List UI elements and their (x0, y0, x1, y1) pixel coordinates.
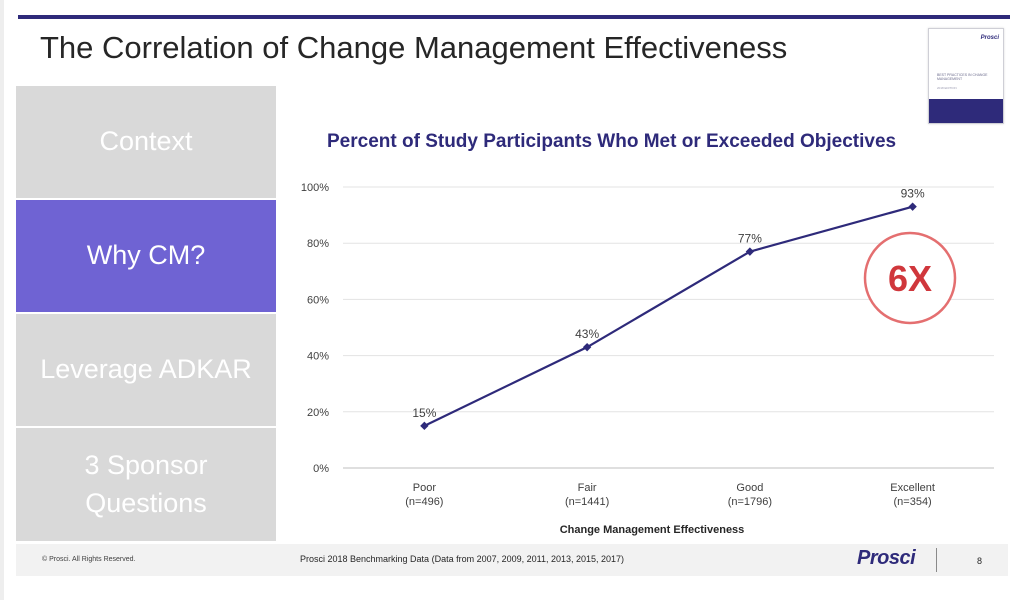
chart-title: Percent of Study Participants Who Met or… (327, 131, 897, 152)
sidebar-item-leverage-adkar[interactable]: Leverage ADKAR (16, 314, 276, 426)
y-tick-label: 80% (307, 238, 329, 250)
x-tick-label: Good (736, 482, 763, 494)
data-label: 43% (575, 327, 599, 341)
sidebar-nav: Context Why CM? Leverage ADKAR 3 Sponsor… (16, 86, 276, 541)
x-tick-label: Excellent (890, 482, 935, 494)
x-tick-sublabel: (n=354) (894, 496, 932, 508)
callout-ring (863, 231, 957, 325)
prosci-logo: Prosci (857, 547, 916, 569)
callout-6x: 6X (863, 231, 957, 325)
x-tick-label: Fair (578, 482, 597, 494)
data-point (420, 421, 429, 431)
footer-divider (936, 548, 937, 572)
thumbnail-logo: Prosci (980, 35, 999, 41)
y-tick-label: 0% (313, 463, 329, 475)
footer-bar (16, 544, 1008, 576)
sidebar-item-sponsor-questions[interactable]: 3 Sponsor Questions (16, 428, 276, 541)
line-chart: 0% 20% 40% 60% 80% 100% 15% 43% 77% 93% Poor (n=49… (301, 182, 994, 536)
title-rule (18, 15, 1010, 19)
x-tick-label: Poor (413, 482, 437, 494)
thumbnail-band (929, 99, 1003, 123)
thumbnail-heading: BEST PRACTICES IN CHANGE MANAGEMENT (937, 73, 988, 82)
x-tick-sublabel: (n=1441) (565, 496, 609, 508)
data-label: 93% (901, 187, 925, 201)
sidebar-item-label: 3 Sponsor Questions (84, 449, 208, 518)
x-tick-sublabel: (n=496) (405, 496, 443, 508)
y-tick-label: 60% (307, 294, 329, 306)
data-label: 15% (412, 406, 436, 420)
series-line (423, 205, 913, 427)
data-point (745, 247, 755, 256)
sidebar-item-label: Context (99, 126, 193, 157)
report-cover-thumbnail: Prosci BEST PRACTICES IN CHANGE MANAGEME… (928, 28, 1004, 124)
y-tick-label: 20% (307, 407, 329, 419)
thumbnail-subheading: 2018 EDITION (937, 86, 957, 90)
data-point (582, 342, 592, 352)
page-number: 8 (977, 556, 983, 566)
data-point (908, 202, 917, 211)
sidebar-item-context[interactable]: Context (16, 86, 276, 198)
left-edge (0, 0, 4, 600)
y-tick-label: 100% (301, 182, 329, 194)
y-tick-label: 40% (307, 351, 329, 363)
source-note: Prosci 2018 Benchmarking Data (Data from… (300, 554, 625, 564)
sidebar-item-label: Leverage ADKAR (40, 354, 252, 385)
sidebar-item-why-cm[interactable]: Why CM? (16, 200, 276, 312)
data-label: 77% (738, 232, 762, 246)
page-title: The Correlation of Change Management Eff… (40, 30, 788, 65)
sidebar-item-label: Why CM? (86, 240, 206, 271)
x-tick-sublabel: (n=1796) (728, 496, 772, 508)
x-axis-title: Change Management Effectiveness (560, 524, 745, 536)
callout-text: 6X (888, 258, 932, 299)
copyright-text: © Prosci. All Rights Reserved. (42, 556, 136, 563)
